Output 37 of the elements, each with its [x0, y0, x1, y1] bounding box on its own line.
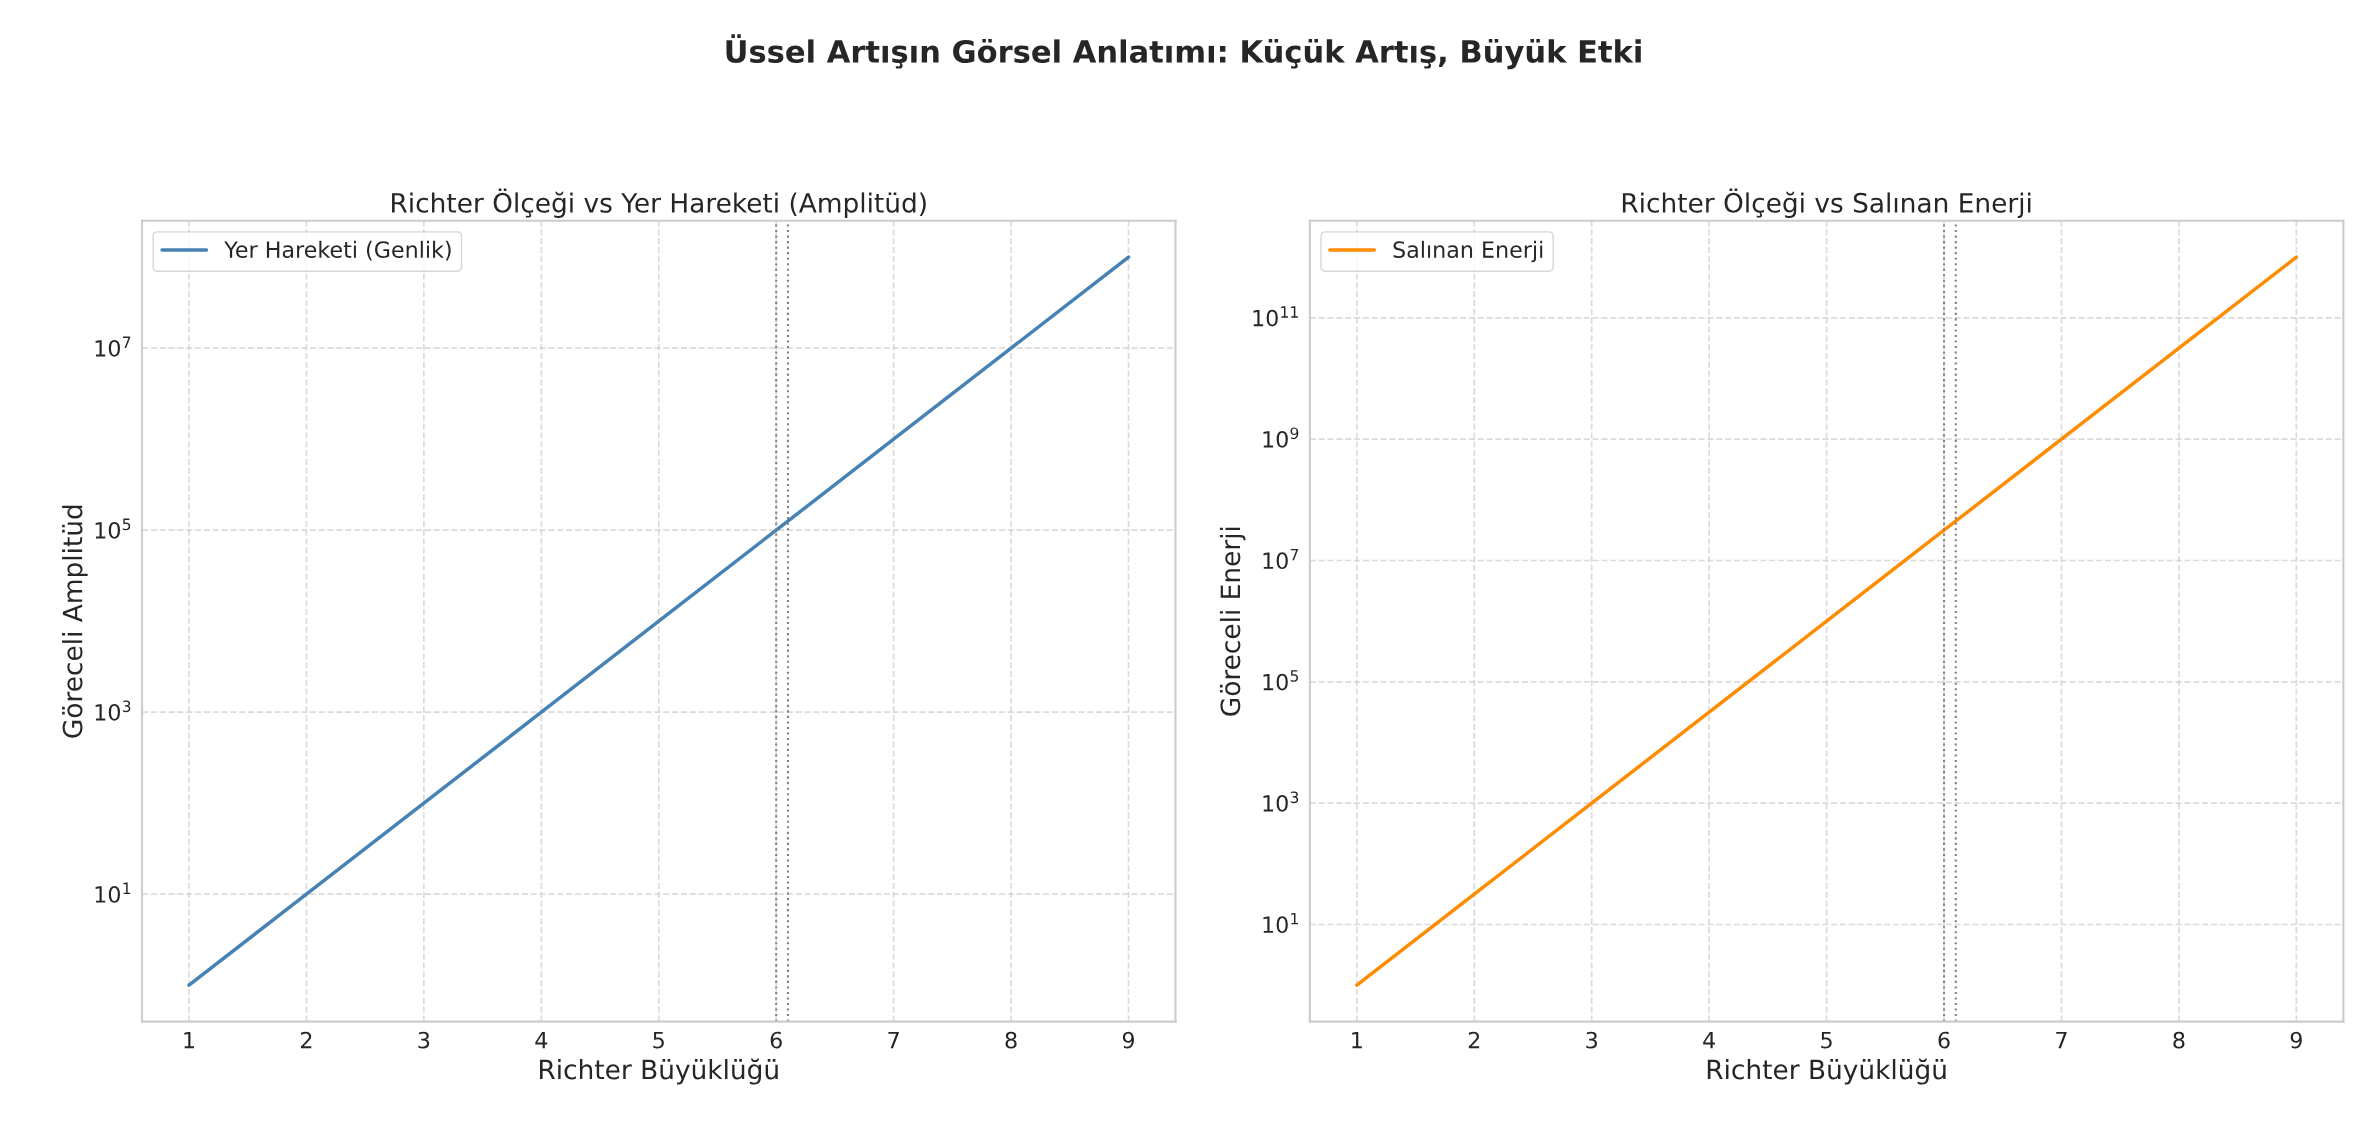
x-tick-label: 4: [1703, 1032, 1715, 1049]
y-tick-label: 10$^{1}$: [1263, 912, 1298, 934]
x-tick-label: 8: [2173, 1031, 2185, 1049]
y-tick-label: 10$^{7}$: [95, 336, 131, 357]
x-tick-label: 8: [1005, 1031, 1017, 1049]
legend-label: Yer Hareketi (Genlik): [224, 240, 451, 261]
y-axis-title: Göreceli Amplitüd: [62, 505, 88, 738]
y-tick-label: 10$^{3}$: [1263, 791, 1299, 812]
x-tick-label: 6: [1938, 1031, 1950, 1049]
y-tick-label: 10$^{9}$: [1263, 427, 1299, 448]
y-axis-title: Göreceli Enerji: [1219, 527, 1246, 716]
x-tick-label: 5: [653, 1032, 664, 1049]
x-tick-label: 1: [184, 1032, 195, 1049]
x-tick-label: 6: [770, 1031, 782, 1049]
x-tick-label: 1: [1352, 1032, 1362, 1049]
x-tick-label: 7: [2056, 1032, 2067, 1049]
x-tick-label: 9: [2290, 1031, 2302, 1049]
x-tick-label: 7: [888, 1032, 899, 1049]
x-axis-title: Richter Büyüklüğü: [1707, 1058, 1946, 1085]
y-tick-label: 10$^{5}$: [1263, 670, 1299, 691]
x-tick-label: 3: [1586, 1031, 1597, 1049]
y-tick-label: 10$^{1}$: [95, 882, 131, 903]
y-tick-label: 10$^{11}$: [1253, 306, 1298, 327]
chart-title: Richter Ölçeği vs Yer Hareketi (Amplitüd): [392, 188, 926, 218]
y-tick-label: 10$^{7}$: [1263, 548, 1299, 570]
text: Üssel Artışın Görsel Anlatımı: Küçük Artış, Büyük Etki: [726, 34, 1641, 70]
x-tick-label: 5: [1821, 1032, 1832, 1049]
y-tick-label: 10$^{5}$: [95, 518, 131, 539]
x-tick-label: 3: [418, 1031, 430, 1049]
x-axis-title: Richter Büyüklüğü: [540, 1058, 778, 1085]
x-tick-label: 2: [301, 1031, 312, 1049]
x-tick-label: 2: [1468, 1031, 1480, 1049]
chart-title: Richter Ölçeği vs Salınan Enerji: [1622, 188, 2031, 218]
x-tick-label: 4: [535, 1032, 548, 1049]
x-tick-label: 9: [1122, 1031, 1135, 1049]
y-tick-label: 10$^{3}$: [95, 700, 131, 721]
legend-label: Salınan Enerji: [1393, 240, 1543, 263]
